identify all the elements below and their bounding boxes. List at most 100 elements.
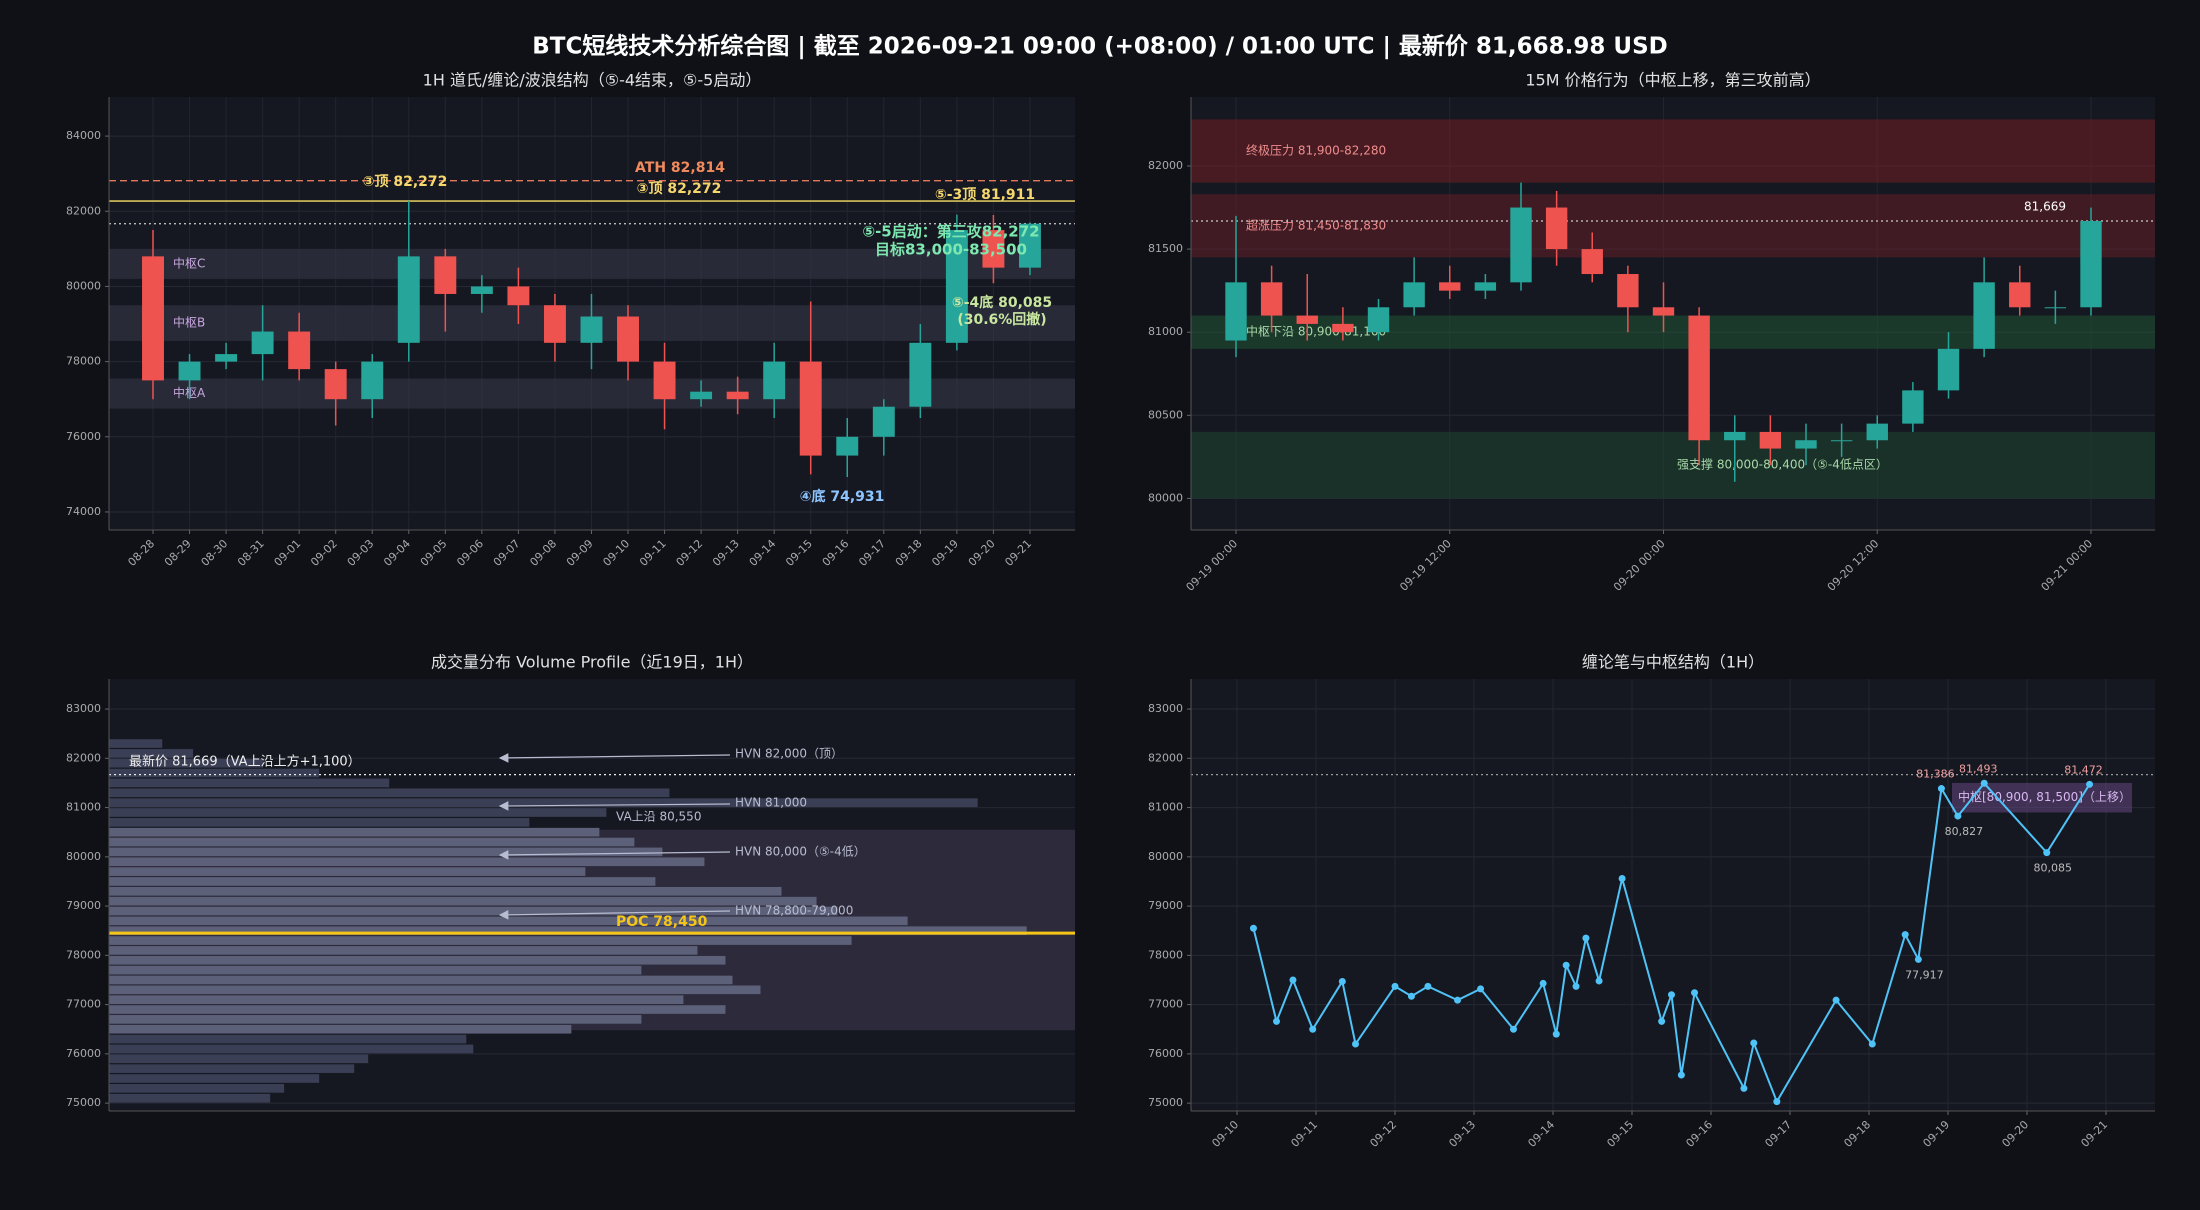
volume-bar [109,906,838,916]
pen-vertex [1510,1025,1517,1033]
volume-bar [109,1044,474,1054]
annotation: HVN 81,000 [735,796,807,810]
y-tick-label: 74000 [66,505,101,518]
y-tick-label: 82000 [1148,159,1183,172]
y-tick-label: 81500 [1148,242,1183,255]
volume-bar [109,955,726,965]
pen-vertex [1914,955,1922,963]
y-tick-label: 79000 [1148,899,1183,912]
zone-label: 中枢[80,900, 81,500]（上移） [1958,789,2131,804]
zone-label: 终极压力 81,900-82,280 [1246,143,1386,158]
zone-label: 中枢B [173,315,205,330]
candle-body [507,286,530,306]
pen-vertex [1562,961,1570,969]
pen-vertex [1424,982,1432,990]
pen-vertex [1582,934,1590,942]
zone [1191,119,2155,183]
pen-vertex [1954,812,1962,820]
pen-vertex [1658,1017,1666,1025]
volume-bar [109,837,635,847]
annotation: HVN 82,000（顶） [735,747,843,761]
level-label: 81,669 [2024,199,2066,213]
volume-bar [109,1015,642,1024]
volume-bar [109,1093,271,1103]
candle-body [470,286,493,294]
panel-title: 1H 道氏/缠论/波浪结构（⑤-4结束，⑤-5启动） [423,71,762,90]
candle-body [799,361,822,456]
volume-bar [109,936,852,945]
y-tick-label: 82000 [66,751,101,764]
y-tick-label: 75000 [1148,1096,1183,1109]
volume-bar [109,778,390,788]
annotation: ⑤-4底 80,085 [952,294,1052,311]
value-label: 81,386 [1916,768,1955,781]
pen-vertex [1773,1098,1781,1106]
pen-vertex [1309,1025,1317,1033]
volume-bar [109,985,761,995]
pen-vertex [1937,785,1945,793]
pen-vertex [1273,1017,1280,1025]
pen-vertex [1868,1040,1876,1048]
candle-body [1724,431,1746,441]
volume-bar [109,995,684,1005]
candle-body [2080,220,2102,308]
candle-body [1795,440,1817,449]
candle-body [1830,440,1853,442]
candle-body [1367,307,1390,333]
zone [1952,782,2132,813]
y-tick-label: 80000 [66,279,101,292]
volume-bar [109,739,163,748]
y-tick-label: 78000 [1148,948,1183,961]
volume-bar [109,818,530,827]
annotation: HVN 78,800-79,000 [735,904,853,918]
y-tick-label: 80000 [66,850,101,863]
volume-bar [109,1024,572,1034]
volume-bar [109,877,656,886]
volume-bar [109,847,663,857]
annotation-arrow [498,753,731,763]
y-tick-label: 76000 [66,430,101,443]
candle-body [1973,282,1995,349]
annotation: HVN 80,000（⑤-4低） [735,845,866,859]
candle-body [836,436,859,456]
candle-body [1937,348,1960,391]
volume-bar [109,975,733,985]
pen-vertex [1618,874,1626,882]
zone-label: 中枢下沿 80,900-81,100 [1246,324,1386,339]
y-tick-label: 79000 [66,899,101,912]
y-tick-label: 80000 [1148,850,1183,863]
candle-body [1902,390,1924,424]
candle-body [1866,423,1888,441]
volume-bar [109,758,264,768]
volume-bar [109,916,908,926]
value-label: 80,085 [2034,862,2073,875]
y-tick-label: 81000 [1148,325,1183,338]
candle-body [543,305,566,343]
volume-bar [109,808,607,817]
candle-body [909,342,932,407]
pen-vertex [1249,924,1257,932]
pen-vertex [1677,1071,1685,1079]
zone [109,248,1075,279]
y-tick-label: 78000 [66,355,101,368]
volume-bar [109,965,642,975]
pen-vertex [1289,976,1297,984]
volume-bar [109,857,705,867]
pen-vertex [1338,977,1346,985]
pen-vertex [1391,982,1399,990]
candle-body [361,361,384,400]
volume-bar [109,1034,467,1044]
candle-body [945,230,968,343]
candle-body [1545,207,1568,250]
pen-vertex [1352,1040,1359,1048]
candle-body [288,331,311,370]
volume-bar [109,886,782,896]
candle-body [1652,307,1675,316]
y-tick-label: 80000 [1148,491,1183,504]
candle-body [1225,282,1247,341]
candle-body [1617,274,1639,308]
y-tick-label: 83000 [1148,702,1183,715]
candle-body [1759,431,1782,449]
candle-body [1296,315,1318,324]
annotation: ④底 74,931 [800,488,885,505]
